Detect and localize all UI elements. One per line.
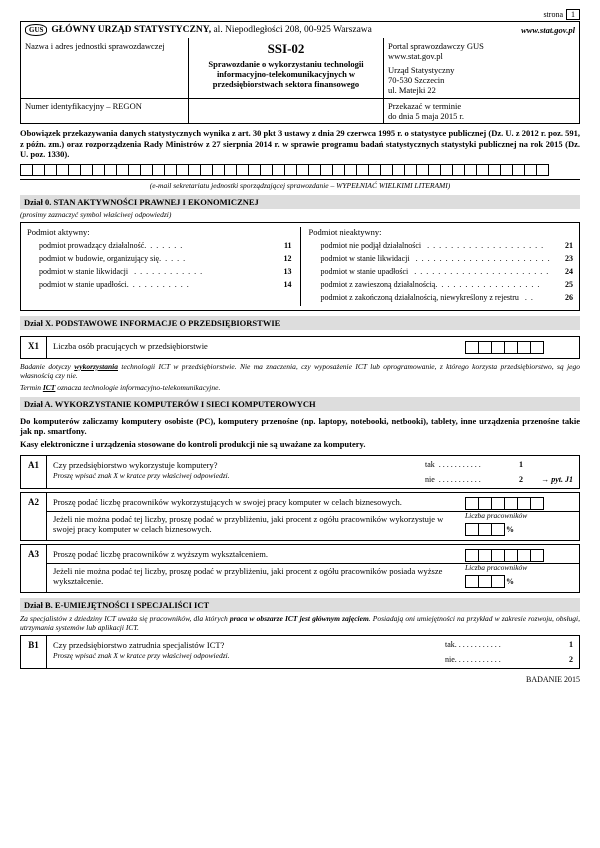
- question-a3: A3 Proszę podać liczbę pracowników z wyż…: [20, 544, 580, 593]
- form-code: SSI-02: [193, 41, 379, 57]
- agency-url: www.stat.gov.pl: [521, 25, 579, 35]
- a2-code: A2: [21, 493, 47, 540]
- section-0-note: (prosimy zaznaczyć symbol właściwej odpo…: [20, 210, 580, 219]
- lower-info-row: Numer identyfikacyjny – REGON Przekazać …: [20, 99, 580, 124]
- section-0-header: Dział 0. STAN AKTYWNOŚCI PRAWNEJ I EKONO…: [20, 195, 580, 209]
- question-x1: X1 Liczba osób pracujących w przedsiębio…: [20, 336, 580, 359]
- deadline-cell: Przekazać w terminie do dnia 5 maja 2015…: [384, 99, 579, 123]
- a2-text: Proszę podać liczbę pracowników wykorzys…: [47, 493, 459, 540]
- email-footnote: (e-mail sekretariatu jednostki sporządza…: [20, 179, 580, 190]
- form-title-cell: SSI-02 Sprawozdanie o wykorzystaniu tech…: [189, 38, 384, 98]
- sector-cell: [189, 99, 384, 123]
- seca-intro2: Kasy elektroniczne i urządzenia stosowan…: [20, 439, 580, 449]
- secx-desc1: Badanie dotyczy wykorzystania technologi…: [20, 362, 580, 380]
- secb-intro: Za specjalistów z dziedziny ICT uważa si…: [20, 614, 580, 632]
- page-number: strona1: [20, 10, 580, 19]
- legal-text: Obowiązek przekazywania danych statystyc…: [20, 128, 580, 160]
- b1-text: Czy przedsiębiorstwo zatrudnia specjalis…: [47, 636, 439, 668]
- question-a1: A1 Czy przedsiębiorstwo wykorzystuje kom…: [20, 455, 580, 489]
- active-heading: Podmiot aktywny:: [27, 227, 292, 237]
- a1-answers[interactable]: tak . . . . . . . . . . . 1 nie . . . . …: [419, 456, 579, 488]
- agency-title: GŁÓWNY URZĄD STATYSTYCZNY, al. Niepodleg…: [51, 23, 521, 37]
- secx-desc2: Termin ICT oznacza technologie informacy…: [20, 383, 580, 392]
- sender-cell: Nazwa i adres jednostki sprawozdawczej: [21, 38, 189, 98]
- a1-code: A1: [21, 456, 47, 488]
- b1-answers[interactable]: tak . . . . . . . . . . . . 1 nie . . . …: [439, 636, 579, 668]
- info-grid: Nazwa i adres jednostki sprawozdawczej S…: [20, 38, 580, 99]
- portal-cell: Portal sprawozdawczy GUS www.stat.gov.pl…: [384, 38, 579, 98]
- gus-logo-icon: GUS: [25, 24, 47, 36]
- x1-input[interactable]: [459, 337, 579, 358]
- question-a2: A2 Proszę podać liczbę pracowników wykor…: [20, 492, 580, 541]
- form-title: Sprawozdanie o wykorzystaniu technologii…: [193, 59, 379, 90]
- section-x-header: Dział X. PODSTAWOWE INFORMACJE O PRZEDSI…: [20, 316, 580, 330]
- a3-input[interactable]: Liczba pracowników %: [459, 545, 579, 592]
- header-bar: GUS GŁÓWNY URZĄD STATYSTYCZNY, al. Niepo…: [20, 21, 580, 38]
- seca-intro1: Do komputerów zaliczamy komputery osobis…: [20, 416, 580, 436]
- section-b-header: Dział B. E-UMIEJĘTNOŚCI I SPECJALIŚCI IC…: [20, 598, 580, 612]
- x1-text: Liczba osób pracujących w przedsiębiorst…: [47, 337, 459, 358]
- x1-code: X1: [21, 337, 47, 358]
- regon-cell: Numer identyfikacyjny – REGON: [21, 99, 189, 123]
- inactive-heading: Podmiot nieaktywny:: [309, 227, 574, 237]
- section-a-header: Dział A. WYKORZYSTANIE KOMPUTERÓW I SIEC…: [20, 397, 580, 411]
- b1-code: B1: [21, 636, 47, 668]
- a3-code: A3: [21, 545, 47, 592]
- a2-input[interactable]: Liczba pracowników %: [459, 493, 579, 540]
- section-0-box: Podmiot aktywny: podmiot prowadzący dzia…: [20, 222, 580, 311]
- a3-text: Proszę podać liczbę pracowników z wyższy…: [47, 545, 459, 592]
- email-input-cells[interactable]: [20, 164, 580, 176]
- question-b1: B1 Czy przedsiębiorstwo zatrudnia specja…: [20, 635, 580, 669]
- a1-text: Czy przedsiębiorstwo wykorzystuje komput…: [47, 456, 419, 488]
- footer-badanie: BADANIE 2015: [20, 675, 580, 684]
